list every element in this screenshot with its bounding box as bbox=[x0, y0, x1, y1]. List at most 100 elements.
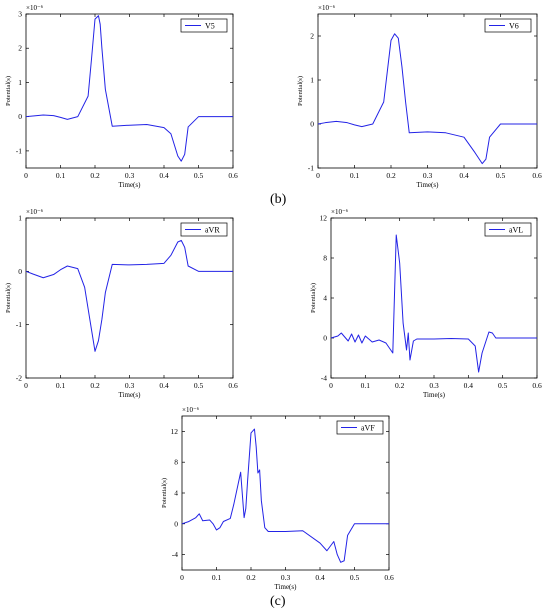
x-tick-label: 0.2 bbox=[246, 573, 256, 582]
x-tick-label: 0 bbox=[180, 573, 184, 582]
x-tick-label: 0.3 bbox=[125, 381, 135, 390]
x-tick-label: 0.1 bbox=[56, 171, 66, 180]
x-tick-label: 0.5 bbox=[194, 381, 204, 390]
series-line-avl bbox=[330, 234, 537, 373]
y-tick-label: 1 bbox=[18, 214, 22, 223]
legend-label: aVL bbox=[509, 226, 523, 235]
y-tick-label: 0 bbox=[310, 120, 314, 129]
plot-frame bbox=[330, 217, 538, 379]
x-tick-label: 0 bbox=[24, 171, 28, 180]
y-tick-label: 0 bbox=[323, 334, 327, 343]
x-tick-label: 0.6 bbox=[532, 171, 542, 180]
x-axis-label: Time(s) bbox=[119, 391, 142, 399]
legend-label: aVR bbox=[205, 226, 220, 235]
chart-avl: 0 0.1 0.2 0.3 0.4 0.5 0.6-404812×10⁻⁶Time(s)Po… bbox=[310, 208, 542, 399]
chart-avr: 0 0.1 0.2 0.3 0.4 0.5 0.6 -2 -1 0 1 ×10⁻⁶ Time(s) Pot… bbox=[5, 208, 238, 399]
series-line-v6 bbox=[317, 33, 537, 165]
plot-frame bbox=[317, 13, 538, 169]
series-line-v5 bbox=[25, 15, 233, 162]
y-tick-label: -1 bbox=[16, 320, 22, 329]
x-tick-label: 0.5 bbox=[496, 171, 506, 180]
y-axis-label: Potential(s) bbox=[297, 76, 304, 106]
x-tick-label: 0.4 bbox=[315, 573, 325, 582]
legend-box bbox=[180, 222, 228, 237]
y-axis-label: Potential(s) bbox=[5, 283, 12, 313]
x-tick-label: 0.4 bbox=[159, 381, 169, 390]
x-tick-label: 0.4 bbox=[464, 381, 474, 390]
x-tick-label: 0.1 bbox=[212, 573, 222, 582]
y-exponent-label: ×10⁻⁶ bbox=[26, 4, 44, 12]
y-tick-label: -4 bbox=[172, 550, 178, 559]
y-tick-label: -1 bbox=[308, 164, 314, 173]
x-tick-label: 0.3 bbox=[429, 381, 439, 390]
x-tick-label: 0.6 bbox=[228, 381, 238, 390]
legend-label: aVF bbox=[361, 424, 375, 433]
x-tick-label: 0.5 bbox=[498, 381, 508, 390]
legend-label: V5 bbox=[205, 22, 215, 31]
y-exponent-label: ×10⁻⁶ bbox=[318, 4, 336, 12]
x-tick-label: 0.6 bbox=[384, 573, 394, 582]
y-axis-label: Potential(s) bbox=[310, 283, 317, 313]
plot-frame bbox=[25, 217, 234, 379]
y-tick-label: 1 bbox=[18, 78, 22, 87]
x-tick-label: 0.3 bbox=[281, 573, 291, 582]
chart-avf: 0 0.1 0.2 0.3 0.4 0.5 0.6 -4 0 4 8 12 ×10⁻⁶ Time(s) Po… bbox=[161, 406, 394, 591]
y-axis-label: Potential(s) bbox=[5, 76, 12, 106]
y-tick-label: 4 bbox=[174, 489, 178, 498]
x-tick-label: 0 bbox=[316, 171, 320, 180]
y-axis-label: Potential(s) bbox=[161, 478, 168, 508]
plot-frame bbox=[25, 13, 234, 169]
y-tick-label: -2 bbox=[16, 374, 22, 383]
y-exponent-label: ×10⁻⁶ bbox=[182, 406, 200, 414]
x-tick-label: 0.5 bbox=[194, 171, 204, 180]
y-exponent-label: ×10⁻⁶ bbox=[26, 208, 44, 216]
y-tick-label: 3 bbox=[18, 10, 22, 19]
series-line-avr bbox=[25, 239, 233, 352]
x-tick-label: 0.2 bbox=[386, 171, 396, 180]
x-tick-label: 0.6 bbox=[228, 171, 238, 180]
series-line-avf bbox=[181, 428, 389, 563]
chart-v6: 0 0.1 0.2 0.3 0.4 0.5 0.6-1012×10⁻⁶Time(s)Pote… bbox=[297, 4, 542, 189]
legend-box bbox=[180, 18, 228, 33]
y-tick-label: 8 bbox=[174, 458, 178, 467]
y-tick-label: 4 bbox=[323, 294, 327, 303]
panel-label-b: (b) bbox=[270, 192, 287, 207]
x-tick-label: 0.6 bbox=[532, 381, 542, 390]
x-axis-label: Time(s) bbox=[275, 583, 298, 591]
y-tick-label: 8 bbox=[323, 254, 327, 263]
x-tick-label: 0.1 bbox=[56, 381, 66, 390]
x-tick-label: 0.2 bbox=[90, 381, 100, 390]
y-tick-label: 0 bbox=[18, 267, 22, 276]
x-tick-label: 0.4 bbox=[159, 171, 169, 180]
legend-box bbox=[336, 420, 384, 435]
x-tick-label: 0.2 bbox=[395, 381, 405, 390]
y-tick-label: 2 bbox=[18, 44, 22, 53]
y-tick-label: -4 bbox=[321, 374, 327, 383]
x-tick-label: 0 bbox=[24, 381, 28, 390]
x-tick-label: 0.3 bbox=[423, 171, 433, 180]
panel-label-c: (c) bbox=[270, 594, 286, 609]
x-axis-label: Time(s) bbox=[423, 391, 446, 399]
x-tick-label: 0.4 bbox=[459, 171, 469, 180]
chart-v5: 0 0.1 0.2 0.3 0.4 0.5 0.6 -1 0 1 2 3 ×10⁻⁶ Time(s) Pot… bbox=[5, 4, 238, 189]
y-tick-label: 0 bbox=[174, 519, 178, 528]
y-tick-label: 0 bbox=[18, 112, 22, 121]
legend-box bbox=[484, 222, 532, 237]
x-tick-label: 0.2 bbox=[90, 171, 100, 180]
x-axis-label: Time(s) bbox=[417, 181, 440, 189]
x-tick-label: 0.3 bbox=[125, 171, 135, 180]
legend-box bbox=[484, 18, 532, 33]
y-tick-label: 1 bbox=[310, 76, 314, 85]
legend-label: V6 bbox=[509, 22, 519, 31]
y-exponent-label: ×10⁻⁶ bbox=[331, 208, 349, 216]
y-tick-label: -1 bbox=[16, 146, 22, 155]
x-tick-label: 0.5 bbox=[350, 573, 360, 582]
y-tick-label: 12 bbox=[171, 427, 179, 436]
plot-frame bbox=[181, 415, 390, 571]
x-tick-label: 0.1 bbox=[361, 381, 371, 390]
y-tick-label: 12 bbox=[320, 214, 328, 223]
x-axis-label: Time(s) bbox=[119, 181, 142, 189]
x-tick-label: 0.1 bbox=[350, 171, 360, 180]
x-tick-label: 0 bbox=[329, 381, 333, 390]
